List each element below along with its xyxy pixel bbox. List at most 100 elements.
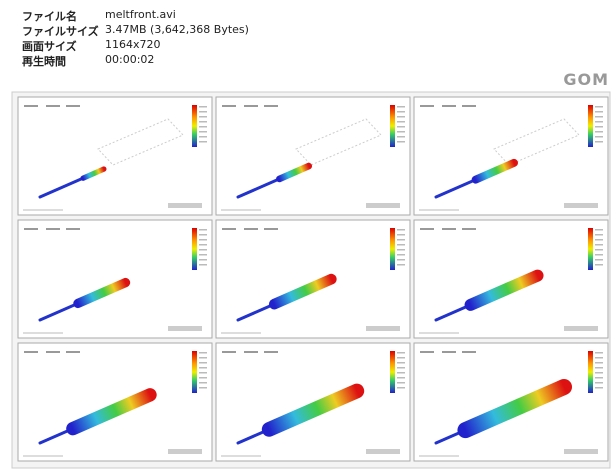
watermark (366, 449, 400, 454)
footer-mark (221, 209, 261, 211)
thumbnail (17, 342, 213, 462)
scale-text (199, 136, 207, 138)
scale-text (595, 131, 603, 133)
label-mark (420, 228, 434, 230)
watermark (564, 203, 598, 208)
color-scale (588, 228, 593, 270)
watermark (564, 449, 598, 454)
body (464, 269, 544, 311)
label-mark (264, 105, 278, 107)
body (73, 277, 131, 309)
rod (38, 301, 80, 322)
footer-mark (419, 332, 459, 334)
label-mark (66, 228, 80, 230)
label-mark (420, 105, 434, 107)
info-value: 00:00:02 (105, 53, 155, 66)
scale-text (199, 352, 207, 354)
thumbnail (17, 219, 213, 339)
scale-text (595, 249, 603, 251)
scale-text (595, 264, 603, 266)
scale-text (199, 229, 207, 231)
rod (236, 302, 276, 322)
scale-text (397, 352, 405, 354)
scale-text (397, 264, 405, 266)
scale-text (595, 254, 603, 256)
label-mark (24, 105, 38, 107)
scale-text (397, 111, 405, 113)
watermark (168, 326, 202, 331)
watermark (168, 203, 202, 208)
scale-text (595, 372, 603, 374)
scale-text (397, 382, 405, 384)
body (268, 273, 337, 310)
scale-text (397, 239, 405, 241)
label-mark (442, 228, 456, 230)
scale-text (199, 357, 207, 359)
scale-text (397, 377, 405, 379)
label-mark (442, 351, 456, 353)
footer-mark (419, 209, 459, 211)
watermark (168, 449, 202, 454)
scale-text (199, 121, 207, 123)
thumbnail (17, 96, 213, 216)
scale-text (595, 136, 603, 138)
footer-mark (419, 455, 459, 457)
label-mark (462, 105, 476, 107)
scale-text (397, 141, 405, 143)
watermark (366, 326, 400, 331)
scale-text (199, 244, 207, 246)
scale-text (199, 249, 207, 251)
scale-text (595, 362, 603, 364)
thumbnail (215, 342, 411, 462)
label-mark (24, 351, 38, 353)
info-label: 再生時間 (22, 55, 66, 68)
label-mark (420, 351, 434, 353)
label-mark (244, 228, 258, 230)
scale-text (199, 111, 207, 113)
scale-text (199, 382, 207, 384)
info-value: meltfront.avi (105, 8, 176, 21)
info-value: 1164x720 (105, 38, 161, 51)
scale-text (199, 372, 207, 374)
label-mark (264, 228, 278, 230)
info-label: 画面サイズ (22, 40, 77, 53)
info-label: ファイルサイズ (22, 25, 99, 38)
rod (38, 176, 85, 199)
thumbnail (413, 219, 609, 339)
rod (434, 303, 473, 322)
label-mark (46, 105, 60, 107)
scale-text (397, 387, 405, 389)
scale-text (397, 106, 405, 108)
body (261, 383, 365, 437)
scale-text (397, 121, 405, 123)
scale-text (199, 387, 207, 389)
scale-text (397, 254, 405, 256)
scale-text (595, 377, 603, 379)
scale-text (199, 264, 207, 266)
color-scale (390, 228, 395, 270)
thumbnail (215, 219, 411, 339)
label-mark (66, 105, 80, 107)
label-mark (222, 228, 236, 230)
body (80, 166, 107, 181)
rod (236, 177, 281, 199)
thumbnail (413, 96, 609, 216)
color-scale (192, 351, 197, 393)
scale-text (397, 259, 405, 261)
body (457, 379, 572, 439)
scale-text (397, 372, 405, 374)
scale-text (199, 131, 207, 133)
scale-text (397, 249, 405, 251)
scale-text (595, 116, 603, 118)
scale-text (199, 234, 207, 236)
scale-text (199, 126, 207, 128)
scale-text (397, 367, 405, 369)
color-scale (390, 351, 395, 393)
mesh-outline (97, 118, 184, 166)
label-mark (46, 228, 60, 230)
info-value: 3.47MB (3,642,368 Bytes) (105, 23, 249, 36)
scale-text (595, 352, 603, 354)
scale-text (397, 136, 405, 138)
scale-text (595, 126, 603, 128)
